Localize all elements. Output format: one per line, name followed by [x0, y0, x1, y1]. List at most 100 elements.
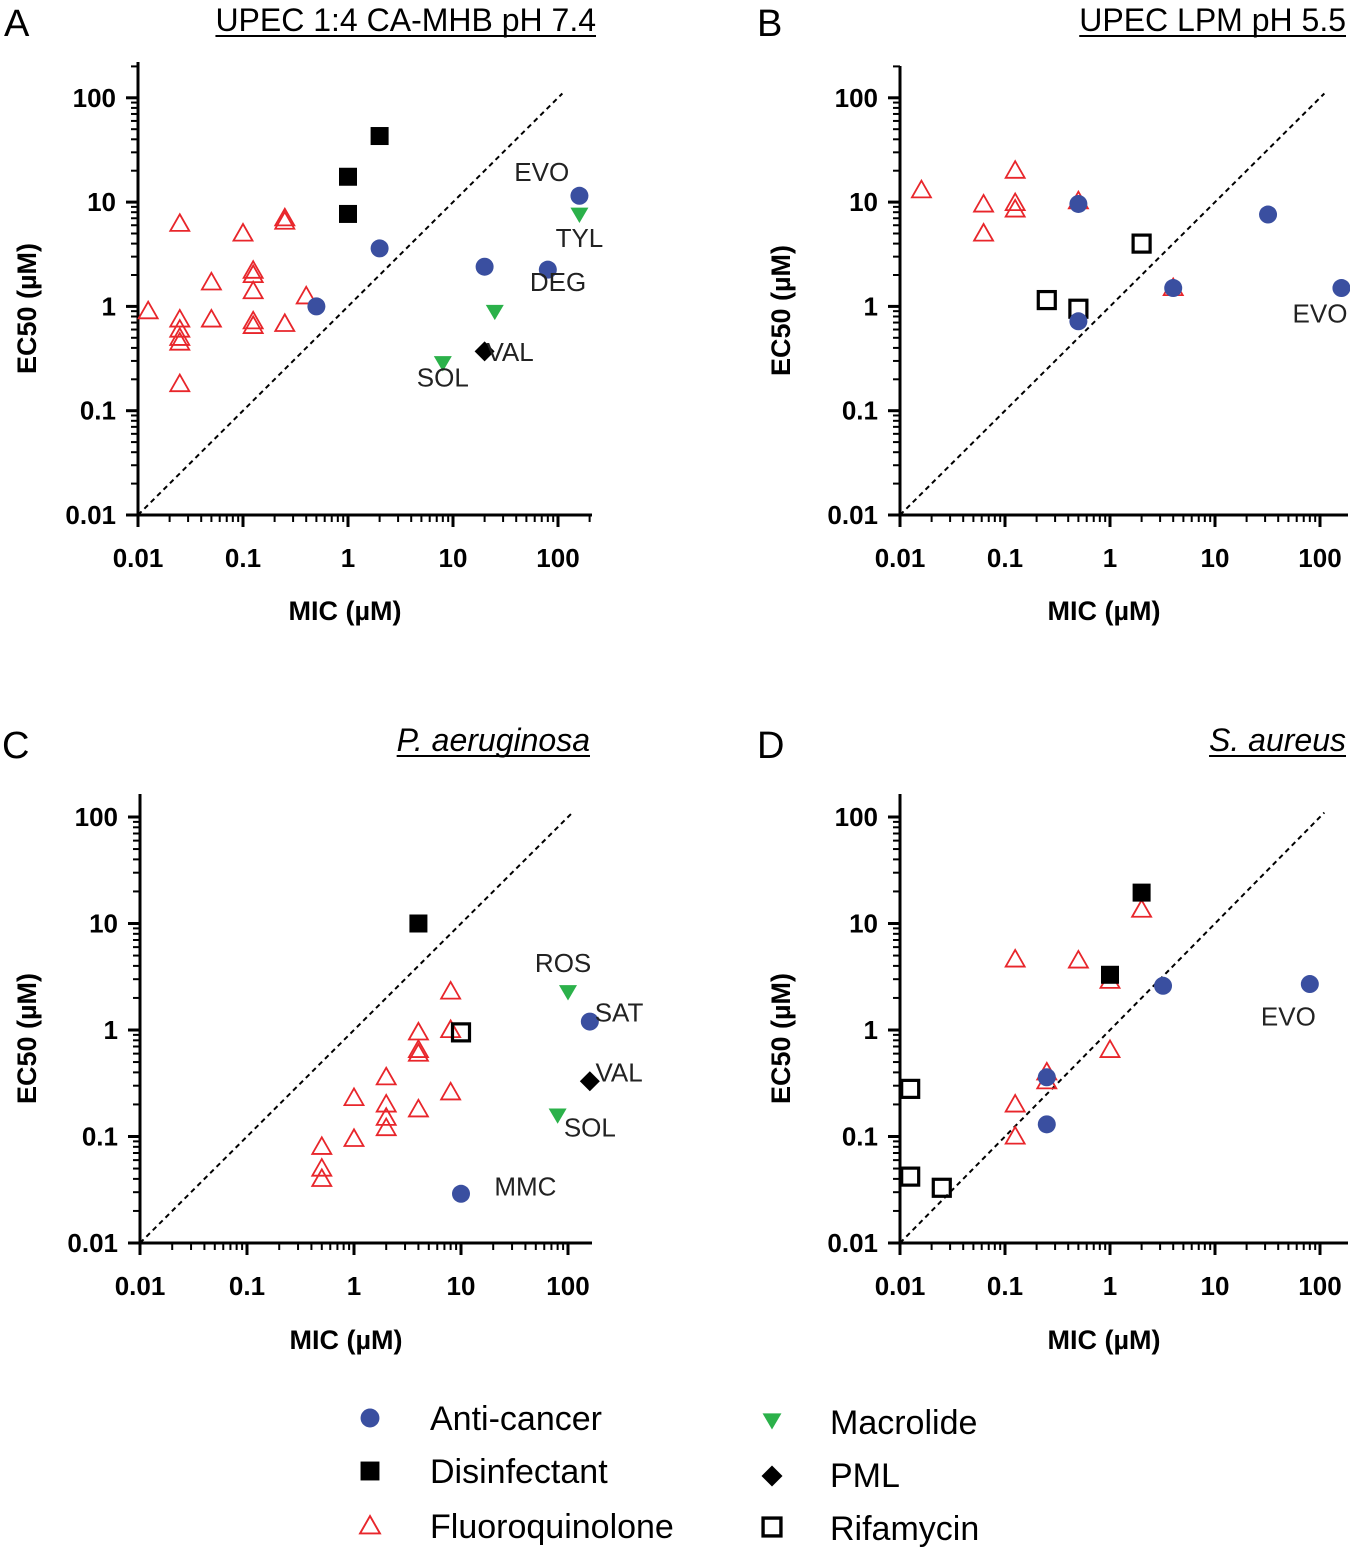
legend-item-macrolide: Macrolide — [762, 1404, 977, 1442]
data-point-fluoroquinolone — [1067, 949, 1090, 969]
y-tick-label: 0.1 — [842, 1122, 878, 1152]
data-point-rifamycin — [931, 1177, 952, 1198]
chart-title: UPEC LPM pH 5.5 — [1079, 2, 1346, 38]
legend-marker-macrolide — [762, 1413, 782, 1430]
data-point-fluoroquinolone — [407, 1042, 430, 1062]
point-annotation: SOL — [564, 1113, 616, 1143]
x-tick-label: 1 — [347, 1271, 361, 1301]
y-tick-label: 10 — [87, 187, 116, 217]
data-point-disinfectant — [370, 127, 389, 146]
data-point-anticancer — [570, 186, 589, 205]
data-point-fluoroquinolone — [407, 1021, 430, 1041]
legend-item-pml: PML — [761, 1457, 900, 1495]
point-annotation: SAT — [595, 998, 644, 1028]
data-point-fluoroquinolone — [168, 318, 191, 338]
data-point-anticancer — [538, 260, 557, 279]
legend-marker-rifamycin — [761, 1516, 783, 1538]
identity-line — [139, 811, 574, 1244]
data-point-anticancer — [1300, 975, 1319, 994]
data-point-disinfectant — [409, 914, 428, 933]
data-point-fluoroquinolone — [242, 314, 265, 334]
data-point-anticancer — [1154, 976, 1173, 995]
legend-label: Disinfectant — [430, 1453, 608, 1491]
panel-b: B UPEC LPM pH 5.5 0.01 0.1 1 10 100 0.01 0.1 1 10 1… — [757, 2, 1350, 626]
data-point-pml — [474, 341, 495, 362]
y-tick-label: 10 — [89, 909, 118, 939]
data-point-macrolide — [559, 985, 577, 1001]
x-tick-label: 0.1 — [225, 543, 261, 573]
data-point-fluoroquinolone — [137, 299, 160, 320]
legend-label: Anti-cancer — [430, 1400, 602, 1438]
y-tick-label: 0.1 — [82, 1122, 118, 1152]
data-point-fluoroquinolone — [242, 279, 265, 300]
panel-c: C P. aeruginosa 0.01 0.1 1 10 100 0.01 0.1 1 10 100… — [2, 722, 643, 1355]
data-point-macrolide — [485, 304, 504, 321]
data-point-fluoroquinolone — [168, 212, 191, 232]
data-point-pml — [579, 1071, 600, 1092]
data-point-anticancer — [1037, 1068, 1056, 1087]
data-point-fluoroquinolone — [439, 1080, 462, 1101]
y-tick-label: 1 — [104, 1015, 118, 1045]
legend-marker-anticancer — [360, 1408, 380, 1428]
x-tick-label: 1 — [1103, 1271, 1117, 1301]
data-point-fluoroquinolone — [407, 1097, 430, 1118]
data-point-fluoroquinolone — [342, 1086, 366, 1107]
data-point-fluoroquinolone — [375, 1106, 398, 1126]
x-tick-label: 100 — [1298, 1271, 1341, 1301]
point-annotation: VAL — [487, 337, 534, 367]
panel-d: D S. aureus 0.01 0.1 1 10 100 0.01 0.1 1 10 100 MIC … — [757, 722, 1348, 1355]
chart-title: UPEC 1:4 CA-MHB pH 7.4 — [215, 2, 596, 38]
data-point-rifamycin — [900, 1166, 921, 1187]
data-point-anticancer — [1259, 205, 1278, 224]
data-point-fluoroquinolone — [242, 309, 265, 330]
data-point-fluoroquinolone — [242, 259, 265, 279]
data-point-anticancer — [307, 297, 326, 316]
data-point-fluoroquinolone — [1004, 191, 1027, 212]
y-tick-label: 0.01 — [827, 500, 878, 530]
y-tick-label: 100 — [75, 802, 118, 832]
data-point-fluoroquinolone — [407, 1038, 430, 1058]
y-tick-label: 0.1 — [80, 396, 116, 426]
legend-item-disinfectant: Disinfectant — [360, 1453, 608, 1491]
data-point-fluoroquinolone — [200, 271, 223, 291]
data-point-fluoroquinolone — [1004, 198, 1027, 218]
legend-marker-fluoroquinolone — [358, 1514, 382, 1535]
y-tick-label: 1 — [864, 291, 878, 321]
y-tick-label: 0.01 — [827, 1228, 878, 1258]
x-tick-label: 0.01 — [113, 543, 164, 573]
legend-label: Fluoroquinolone — [430, 1508, 674, 1546]
data-point-rifamycin — [450, 1022, 472, 1043]
x-tick-label: 0.01 — [115, 1271, 166, 1301]
data-point-fluoroquinolone — [1098, 1038, 1122, 1058]
data-point-fluoroquinolone — [375, 1065, 398, 1086]
data-point-fluoroquinolone — [310, 1167, 333, 1187]
legend-label: Macrolide — [830, 1404, 977, 1442]
identity-line — [137, 92, 564, 516]
chart-title: P. aeruginosa — [397, 722, 590, 758]
y-axis-label: EC50 (µM) — [12, 973, 42, 1104]
data-point-fluoroquinolone — [310, 1135, 333, 1155]
panel-letter: C — [2, 725, 29, 767]
legend-label: PML — [830, 1457, 900, 1495]
panel-a: A UPEC 1:4 CA-MHB pH 7.4 0.01 0.1 1 10 100 0.01… — [4, 2, 603, 626]
data-point-fluoroquinolone — [231, 222, 255, 242]
data-point-fluoroquinolone — [1004, 1125, 1027, 1145]
x-tick-label: 10 — [439, 543, 468, 573]
y-axis-label: EC50 (µM) — [766, 245, 796, 376]
data-point-anticancer — [475, 257, 494, 276]
identity-line — [899, 811, 1326, 1244]
data-point-fluoroquinolone — [200, 308, 223, 328]
x-tick-label: 0.01 — [875, 543, 926, 573]
panel-letter: B — [757, 3, 782, 45]
data-point-fluoroquinolone — [310, 1157, 333, 1177]
y-tick-label: 0.1 — [842, 396, 878, 426]
data-point-fluoroquinolone — [1004, 159, 1027, 179]
data-point-anticancer — [580, 1012, 599, 1031]
x-axis-label: MIC (µM) — [1047, 596, 1160, 626]
data-point-macrolide — [433, 356, 452, 372]
legend: Anti-cancer Disinfectant Fluoroquinolone Ma… — [358, 1400, 979, 1548]
data-point-anticancer — [1069, 312, 1088, 331]
data-point-fluoroquinolone — [295, 284, 318, 305]
data-point-anticancer — [1069, 194, 1088, 213]
data-point-disinfectant — [1101, 965, 1119, 984]
